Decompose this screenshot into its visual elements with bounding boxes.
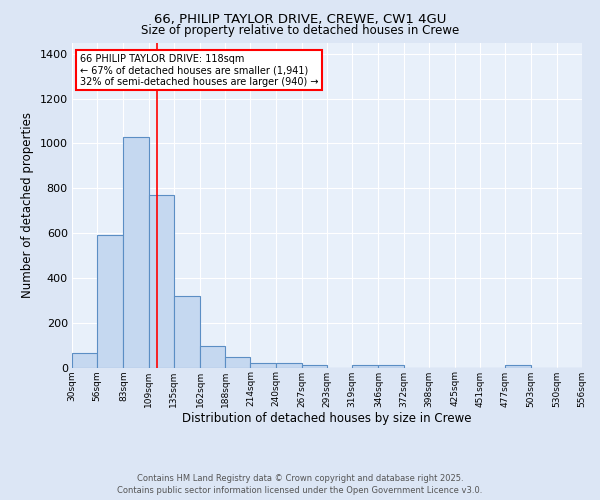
Bar <box>352 366 379 368</box>
Bar <box>302 366 327 368</box>
Bar <box>174 296 200 368</box>
Text: Contains HM Land Registry data © Crown copyright and database right 2025.
Contai: Contains HM Land Registry data © Crown c… <box>118 474 482 495</box>
Y-axis label: Number of detached properties: Number of detached properties <box>21 112 34 298</box>
Bar <box>97 236 124 368</box>
Bar <box>200 346 225 368</box>
X-axis label: Distribution of detached houses by size in Crewe: Distribution of detached houses by size … <box>182 412 472 425</box>
Bar <box>124 136 149 368</box>
Bar <box>379 366 404 368</box>
Text: Size of property relative to detached houses in Crewe: Size of property relative to detached ho… <box>141 24 459 37</box>
Bar <box>225 358 250 368</box>
Bar <box>149 195 174 368</box>
Bar <box>505 366 530 368</box>
Text: 66, PHILIP TAYLOR DRIVE, CREWE, CW1 4GU: 66, PHILIP TAYLOR DRIVE, CREWE, CW1 4GU <box>154 12 446 26</box>
Bar <box>250 362 275 368</box>
Bar <box>275 364 302 368</box>
Bar <box>72 353 97 368</box>
Text: 66 PHILIP TAYLOR DRIVE: 118sqm
← 67% of detached houses are smaller (1,941)
32% : 66 PHILIP TAYLOR DRIVE: 118sqm ← 67% of … <box>80 54 318 87</box>
